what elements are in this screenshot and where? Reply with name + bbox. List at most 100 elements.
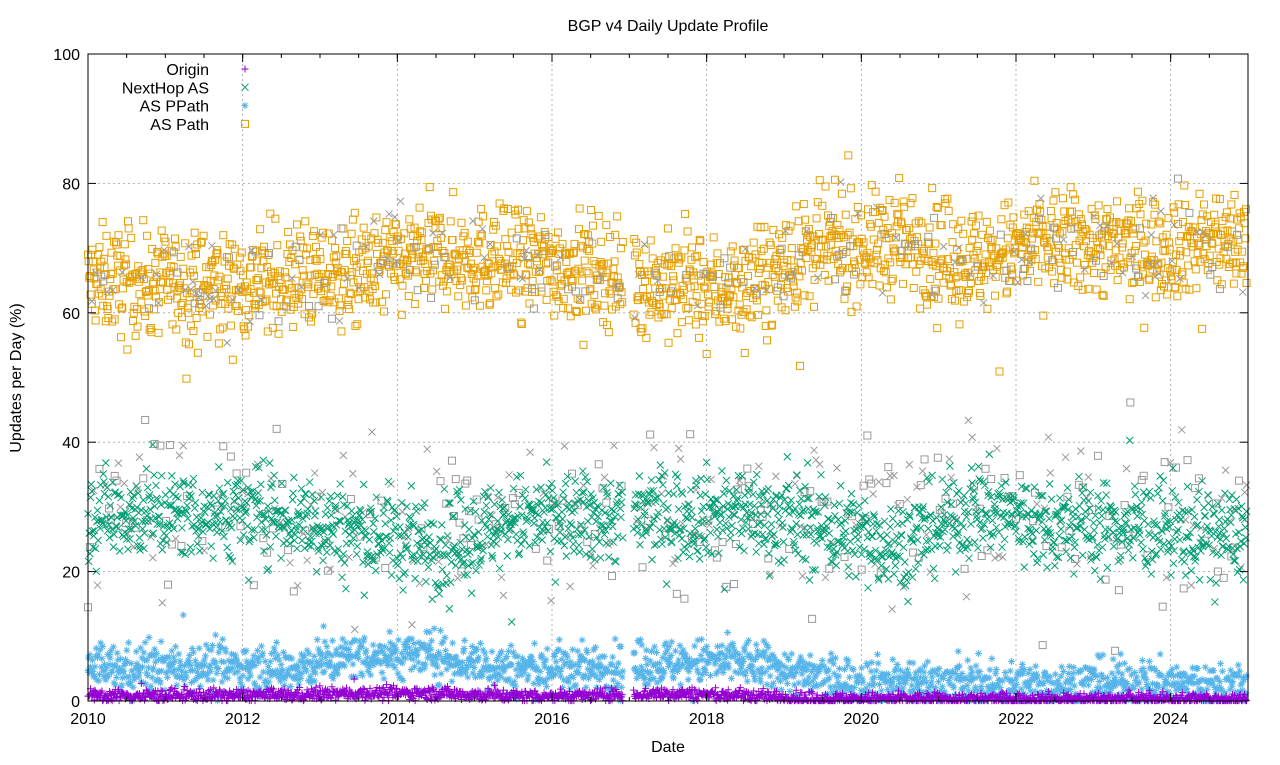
data-point [560, 489, 567, 496]
data-point [116, 548, 123, 555]
data-point [975, 463, 982, 470]
data-point [900, 544, 907, 551]
data-point [935, 295, 942, 302]
data-point [757, 511, 764, 518]
data-point [861, 497, 868, 504]
data-point [915, 559, 922, 566]
data-point [373, 214, 380, 221]
data-point [876, 282, 883, 289]
data-point [405, 534, 412, 541]
data-point [870, 491, 877, 498]
data-point [868, 480, 875, 487]
data-point [799, 573, 806, 580]
data-point [1240, 576, 1247, 583]
data-point [1141, 324, 1148, 331]
data-point [1104, 564, 1111, 571]
data-point [703, 544, 710, 551]
data-point [427, 294, 434, 301]
data-point [696, 555, 703, 562]
data-point [96, 465, 103, 472]
data-point [210, 677, 217, 684]
data-point [328, 315, 335, 322]
data-point [121, 480, 128, 487]
data-point [471, 297, 478, 304]
data-point [899, 508, 906, 515]
data-point [408, 621, 415, 628]
data-point [431, 672, 438, 679]
data-point [855, 531, 862, 538]
data-point [85, 558, 92, 565]
data-point [448, 457, 455, 464]
data-point [693, 482, 700, 489]
data-point [925, 525, 932, 532]
data-point [520, 217, 527, 224]
data-point [495, 291, 502, 298]
data-point [105, 505, 112, 512]
data-point [833, 464, 840, 471]
data-point [274, 242, 281, 249]
data-point [946, 456, 953, 463]
data-point [869, 533, 876, 540]
data-point [770, 531, 777, 538]
data-point [583, 268, 590, 275]
data-point [788, 244, 795, 251]
data-point [340, 225, 347, 232]
data-point [796, 501, 803, 508]
data-point [1169, 266, 1176, 273]
data-point [685, 317, 692, 324]
data-point [194, 540, 201, 547]
data-point [1243, 482, 1250, 489]
data-point [1090, 519, 1097, 526]
data-point [750, 491, 757, 498]
data-point [595, 212, 602, 219]
data-point [972, 499, 979, 506]
data-point [307, 318, 314, 325]
data-point [411, 663, 418, 670]
data-point [1043, 543, 1050, 550]
data-point [548, 597, 555, 604]
data-point [755, 463, 762, 470]
data-point [359, 516, 366, 523]
data-point [1106, 526, 1113, 533]
data-point [934, 325, 941, 332]
data-point [264, 503, 271, 510]
data-point [308, 538, 315, 545]
data-point [842, 528, 849, 535]
data-point [1218, 507, 1225, 514]
data-point [683, 546, 690, 553]
data-point [547, 548, 554, 555]
data-point [723, 477, 730, 484]
data-point [99, 643, 106, 650]
data-point [1202, 512, 1209, 519]
data-point [372, 567, 379, 574]
data-point [447, 218, 454, 225]
data-point [1196, 190, 1203, 197]
data-point [279, 667, 286, 674]
data-point [729, 243, 736, 250]
data-point [103, 232, 110, 239]
data-point [183, 674, 190, 681]
data-point [1085, 497, 1092, 504]
data-point [544, 645, 551, 652]
data-point [1033, 500, 1040, 507]
data-point [210, 555, 217, 562]
data-point [498, 574, 505, 581]
data-point [310, 290, 317, 297]
data-point [189, 482, 196, 489]
data-point [1176, 536, 1183, 543]
data-point [114, 650, 121, 657]
data-point [912, 565, 919, 572]
data-point [1139, 511, 1146, 518]
data-point [601, 302, 608, 309]
data-point [1148, 571, 1155, 578]
data-point [610, 442, 617, 449]
data-point [636, 473, 643, 480]
data-point [1097, 576, 1104, 583]
data-point [301, 545, 308, 552]
data-point [934, 454, 941, 461]
data-point [1126, 437, 1133, 444]
data-point [394, 562, 401, 569]
data-point [1174, 526, 1181, 533]
data-point [753, 548, 760, 555]
data-point [992, 273, 999, 280]
